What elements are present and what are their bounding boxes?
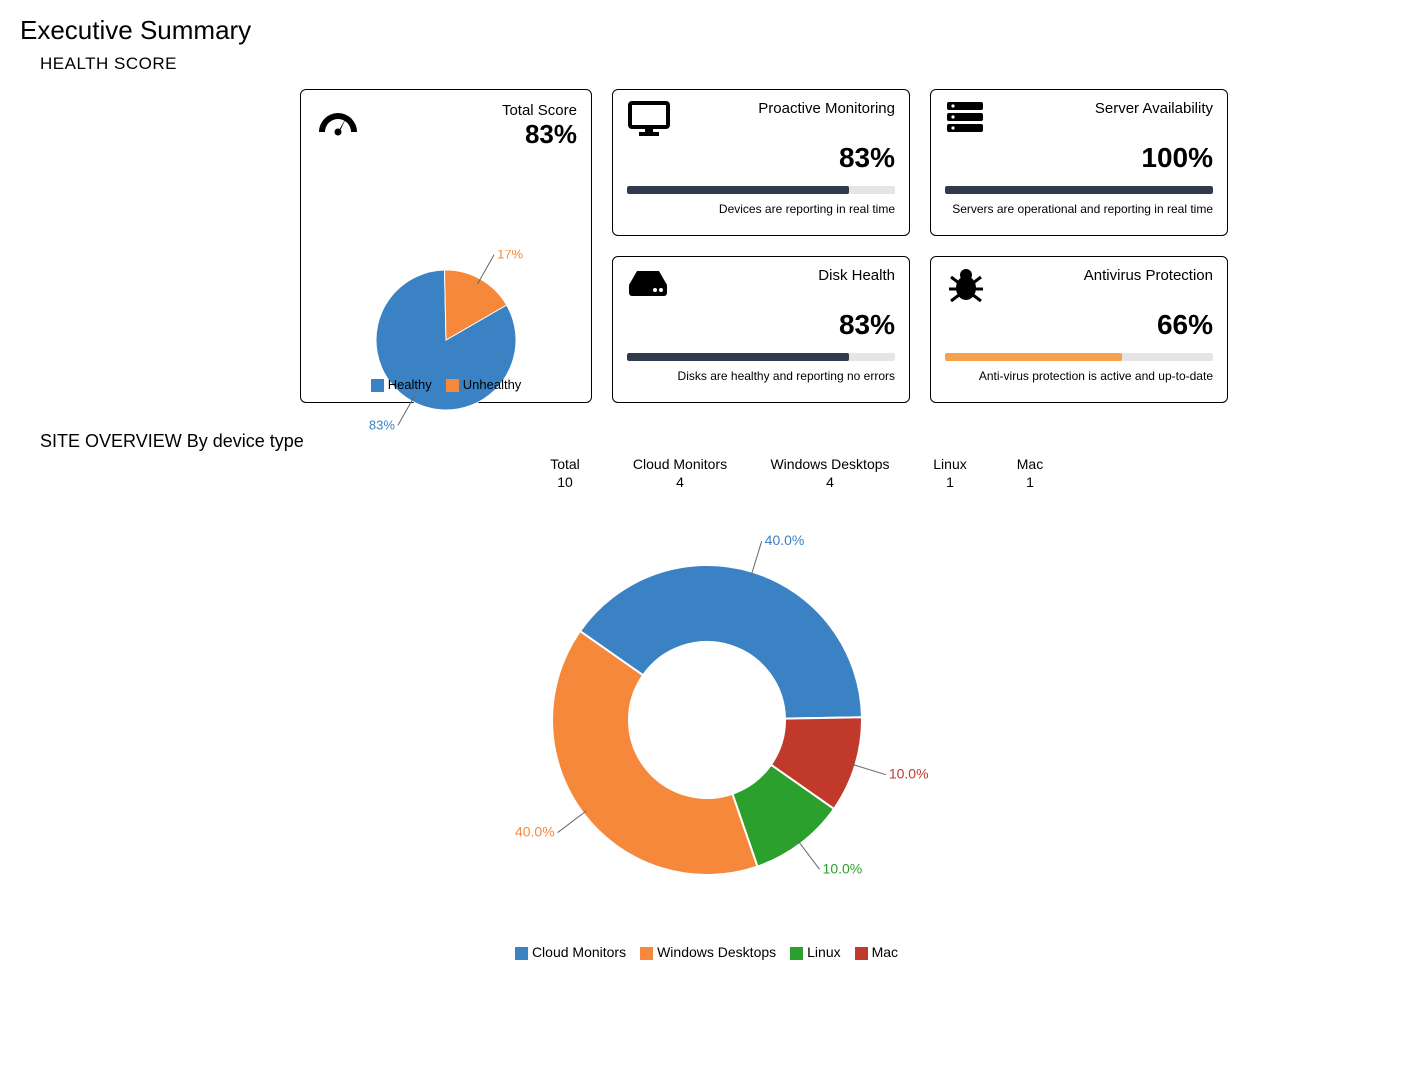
health-pie-legend: HealthyUnhealthy xyxy=(301,377,591,392)
device-donut-legend: Cloud MonitorsWindows DesktopsLinuxMac xyxy=(20,944,1393,960)
disk-value: 83% xyxy=(627,309,895,341)
svg-text:40.0%: 40.0% xyxy=(514,824,554,840)
disk-icon xyxy=(627,267,677,307)
proactive-value: 83% xyxy=(627,142,895,174)
server-availability-card: Server Availability 100% Servers are ope… xyxy=(930,89,1228,236)
antivirus-card: Antivirus Protection 66% Anti-virus prot… xyxy=(930,256,1228,403)
device-donut-chart: 40.0% 10.0% 10.0% 40.0% xyxy=(477,530,937,915)
antivirus-bar xyxy=(945,353,1213,361)
svg-text:10.0%: 10.0% xyxy=(822,860,862,876)
antivirus-desc: Anti-virus protection is active and up-t… xyxy=(945,369,1213,383)
svg-text:10.0%: 10.0% xyxy=(888,766,928,782)
disk-title: Disk Health xyxy=(818,267,895,284)
server-bar xyxy=(945,186,1213,194)
proactive-monitoring-card: Proactive Monitoring 83% Devices are rep… xyxy=(612,89,910,236)
antivirus-value: 66% xyxy=(945,309,1213,341)
monitor-icon xyxy=(627,100,677,140)
antivirus-title: Antivirus Protection xyxy=(1084,267,1213,284)
health-pie-chart: 83% 17% xyxy=(316,250,576,435)
proactive-bar xyxy=(627,186,895,194)
health-cards-row: Total Score 83% 83%17% HealthyUnhealthy … xyxy=(300,89,1393,403)
total-score-card: Total Score 83% 83%17% HealthyUnhealthy xyxy=(300,89,592,403)
device-count-windows-desktops: Windows Desktops4 xyxy=(750,456,910,490)
server-desc: Servers are operational and reporting in… xyxy=(945,202,1213,216)
svg-text:40.0%: 40.0% xyxy=(764,532,804,548)
svg-text:83%: 83% xyxy=(369,417,395,430)
health-score-heading: HEALTH SCORE xyxy=(40,54,1393,74)
disk-bar xyxy=(627,353,895,361)
total-score-value: 83% xyxy=(502,119,577,150)
device-count-mac: Mac1 xyxy=(990,456,1070,490)
bug-icon xyxy=(945,267,995,307)
device-count-total: Total10 xyxy=(520,456,610,490)
disk-health-card: Disk Health 83% Disks are healthy and re… xyxy=(612,256,910,403)
server-title: Server Availability xyxy=(1095,100,1213,117)
disk-desc: Disks are healthy and reporting no error… xyxy=(627,369,895,383)
gauge-icon xyxy=(315,102,365,142)
proactive-title: Proactive Monitoring xyxy=(758,100,895,117)
total-score-title: Total Score xyxy=(502,102,577,119)
page-title: Executive Summary xyxy=(20,15,1393,46)
proactive-desc: Devices are reporting in real time xyxy=(627,202,895,216)
device-counts-row: Total10Cloud Monitors4Windows Desktops4L… xyxy=(520,456,1393,490)
site-overview-heading: SITE OVERVIEW By device type xyxy=(40,431,1393,452)
svg-text:17%: 17% xyxy=(497,250,523,262)
device-count-cloud-monitors: Cloud Monitors4 xyxy=(610,456,750,490)
server-value: 100% xyxy=(945,142,1213,174)
device-count-linux: Linux1 xyxy=(910,456,990,490)
server-icon xyxy=(945,100,995,140)
